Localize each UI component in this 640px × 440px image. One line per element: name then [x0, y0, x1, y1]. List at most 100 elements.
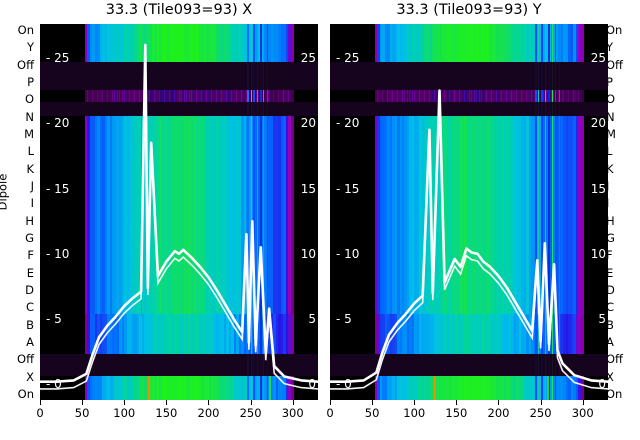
heatmap-column	[151, 314, 155, 354]
heatmap-column	[156, 24, 160, 62]
heatmap-column	[126, 314, 130, 354]
heatmap-column	[116, 116, 121, 314]
heatmap-panel-right[interactable]: - 25 - 20 - 15 - 10 - 5 - 0 25 20 15 10 5 0	[330, 24, 608, 400]
heatmap-column	[464, 90, 468, 102]
heatmap-feature-column	[253, 24, 256, 400]
heatmap-column	[243, 376, 247, 400]
heatmap-column	[104, 116, 108, 314]
heatmap-column	[481, 376, 485, 400]
heatmap-column	[283, 376, 287, 400]
heatmap-column	[526, 314, 530, 354]
heatmap-column	[406, 376, 411, 400]
heatmap-column	[486, 90, 490, 102]
heatmap-column	[434, 24, 438, 62]
heatmap-column	[531, 90, 535, 102]
heatmap-column	[196, 24, 200, 62]
heatmap-column	[478, 116, 482, 314]
heatmap-column	[84, 314, 88, 354]
heatmap-column	[508, 24, 512, 62]
heatmap-column	[206, 116, 210, 314]
heatmap-column	[283, 116, 287, 314]
heatmap-column	[446, 116, 450, 314]
x-tick-label-150: 150	[445, 406, 468, 420]
heatmap-column	[193, 90, 197, 102]
heatmap-column	[416, 376, 420, 400]
heatmap-column	[560, 314, 564, 354]
heatmap-column	[397, 116, 401, 314]
heatmap-column	[471, 116, 475, 314]
heatmap-column	[498, 376, 502, 400]
category-tick-right-p: P	[606, 75, 613, 89]
x-tick-mark-50	[82, 400, 84, 405]
heatmap-column	[107, 90, 111, 102]
heatmap-column	[183, 314, 188, 354]
heatmap-column	[464, 116, 468, 314]
heatmap-feature-column	[188, 116, 190, 354]
heatmap-column	[107, 116, 111, 314]
inner-y-tick-15: - 15	[336, 181, 360, 196]
heatmap-panel-left[interactable]: - 25 - 20 - 15 - 10 - 5 - 0 25 20 15 10 5 0	[40, 24, 318, 400]
inner-y-tick-5: - 5	[336, 312, 352, 327]
heatmap-column	[431, 24, 435, 62]
heatmap-column	[406, 24, 411, 62]
heatmap-column	[260, 116, 264, 314]
category-tick-left-e: E	[26, 265, 34, 280]
heatmap-column	[409, 116, 413, 314]
heatmap-column	[464, 376, 468, 400]
category-tick-left-n: N	[25, 109, 34, 124]
heatmap-column	[285, 314, 289, 354]
heatmap-column	[518, 90, 522, 102]
heatmap-column	[486, 24, 490, 62]
heatmap-column	[169, 116, 173, 314]
heatmap-column	[521, 24, 525, 62]
heatmap-column	[483, 90, 487, 102]
heatmap-column	[121, 90, 125, 102]
heatmap-column	[483, 314, 487, 354]
heatmap-column	[141, 376, 145, 400]
heatmap-column	[164, 116, 168, 314]
heatmap-column	[491, 24, 495, 62]
heatmap-column	[444, 90, 448, 102]
heatmap-column	[382, 376, 386, 400]
heatmap-column	[124, 24, 128, 62]
heatmap-column	[92, 24, 96, 62]
heatmap-column	[134, 314, 138, 354]
heatmap-separator-stripe	[40, 62, 318, 90]
heatmap-column	[198, 116, 202, 314]
heatmap-column	[156, 314, 160, 354]
heatmap-column	[568, 90, 572, 102]
heatmap-column	[129, 90, 133, 102]
heatmap-column	[498, 314, 502, 354]
heatmap-column	[263, 90, 267, 102]
heatmap-column	[469, 24, 473, 62]
profile-line-secondary	[330, 90, 608, 390]
heatmap-column	[111, 116, 116, 314]
heatmap-feature-column	[547, 376, 550, 400]
category-axis-left: On Y Off P O N M L K J I H G F E D C B A Off X On	[2, 24, 38, 400]
heatmap-column	[568, 116, 572, 314]
heatmap-column	[538, 90, 542, 102]
heatmap-column	[555, 116, 559, 314]
heatmap-column	[578, 116, 582, 314]
heatmap-column	[545, 116, 550, 314]
heatmap-column	[436, 24, 440, 62]
heatmap-column	[231, 24, 235, 62]
heatmap-feature-column	[259, 24, 262, 400]
inner-y-tick-25: - 25	[46, 50, 70, 65]
category-tick-left-k: K	[26, 161, 34, 176]
heatmap-column	[151, 116, 155, 314]
heatmap-column	[439, 376, 443, 400]
heatmap-column	[459, 314, 463, 354]
heatmap-column	[528, 24, 532, 62]
heatmap-column	[183, 376, 188, 400]
heatmap-column	[116, 376, 121, 400]
heatmap-column	[188, 90, 192, 102]
heatmap-column	[560, 116, 564, 314]
x-tick-label-300: 300	[281, 406, 304, 420]
heatmap-column	[411, 24, 415, 62]
heatmap-column	[231, 116, 235, 314]
heatmap-column	[513, 376, 517, 400]
heatmap-column	[498, 90, 502, 102]
heatmap-column	[124, 376, 128, 400]
x-tick-label-50: 50	[364, 406, 380, 420]
